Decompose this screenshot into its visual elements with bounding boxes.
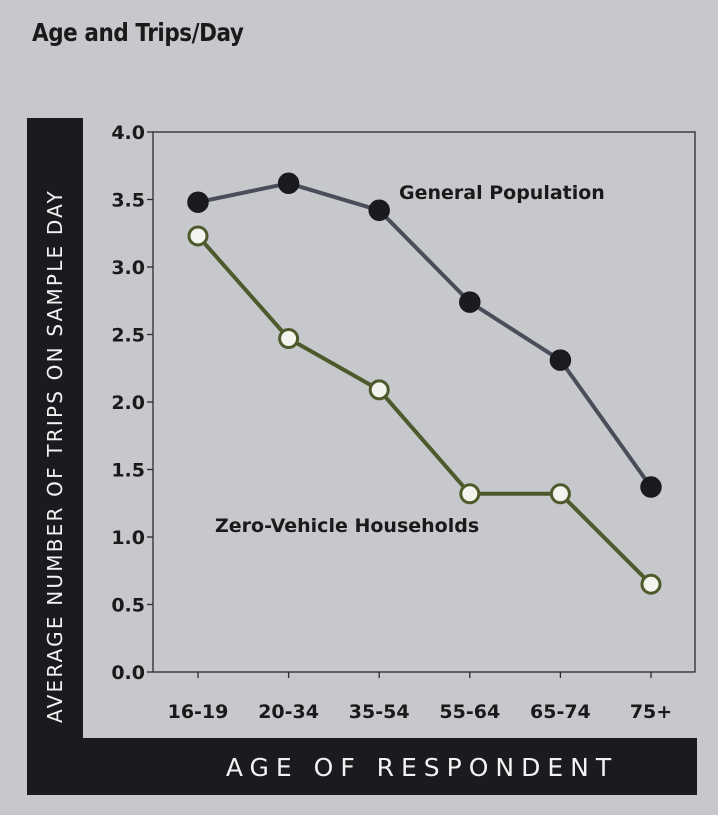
y-tick-label: 3.0 [111,257,145,279]
y-axis: 0.0 0.5 1.0 1.5 2.0 2.5 3.0 3.5 4.0 [111,122,153,684]
data-point [549,349,572,371]
series-label-general-population: General Population [399,182,605,204]
chart-title: Age and Trips/Day [32,18,244,47]
series-labels: General Population Zero-Vehicle Household… [215,182,605,537]
data-point [278,328,300,350]
series-label-zero-vehicle-households: Zero-Vehicle Households [215,515,479,537]
y-tick-label: 0.5 [111,595,145,617]
data-point [459,483,481,505]
x-tick-label: 35-54 [349,701,410,723]
data-point [459,291,481,313]
x-tick-label: 55-64 [439,701,500,723]
x-axis-label: AGE OF RESPONDENT [225,752,619,782]
data-point [187,225,209,247]
data-point [187,191,209,213]
x-axis: 16-19 20-34 35-54 55-64 65-74 75+ [168,672,672,723]
x-tick-label: 65-74 [530,701,591,723]
data-point [640,476,662,498]
plot-frame [152,131,696,673]
x-tick-label: 75+ [630,701,672,723]
series-lines [196,181,653,586]
data-point [549,483,571,505]
y-tick-label: 1.0 [111,527,145,549]
data-point [277,172,300,195]
x-tick-label: 16-19 [168,701,229,723]
y-tick-label: 4.0 [111,122,145,144]
series-markers [187,172,662,595]
x-tick-label: 20-34 [258,701,319,723]
y-tick-label: 2.0 [111,392,145,414]
data-point [368,379,390,401]
series-line-1 [196,234,653,586]
series-line-0 [197,181,653,489]
y-tick-label: 1.5 [111,460,145,482]
data-point [640,573,662,595]
y-tick-label: 3.5 [111,190,145,212]
y-tick-label: 2.5 [111,325,145,347]
data-point [368,199,390,222]
x-axis-label-bar [27,738,697,795]
y-axis-label-bar [27,118,83,795]
y-tick-label: 0.0 [111,662,145,684]
